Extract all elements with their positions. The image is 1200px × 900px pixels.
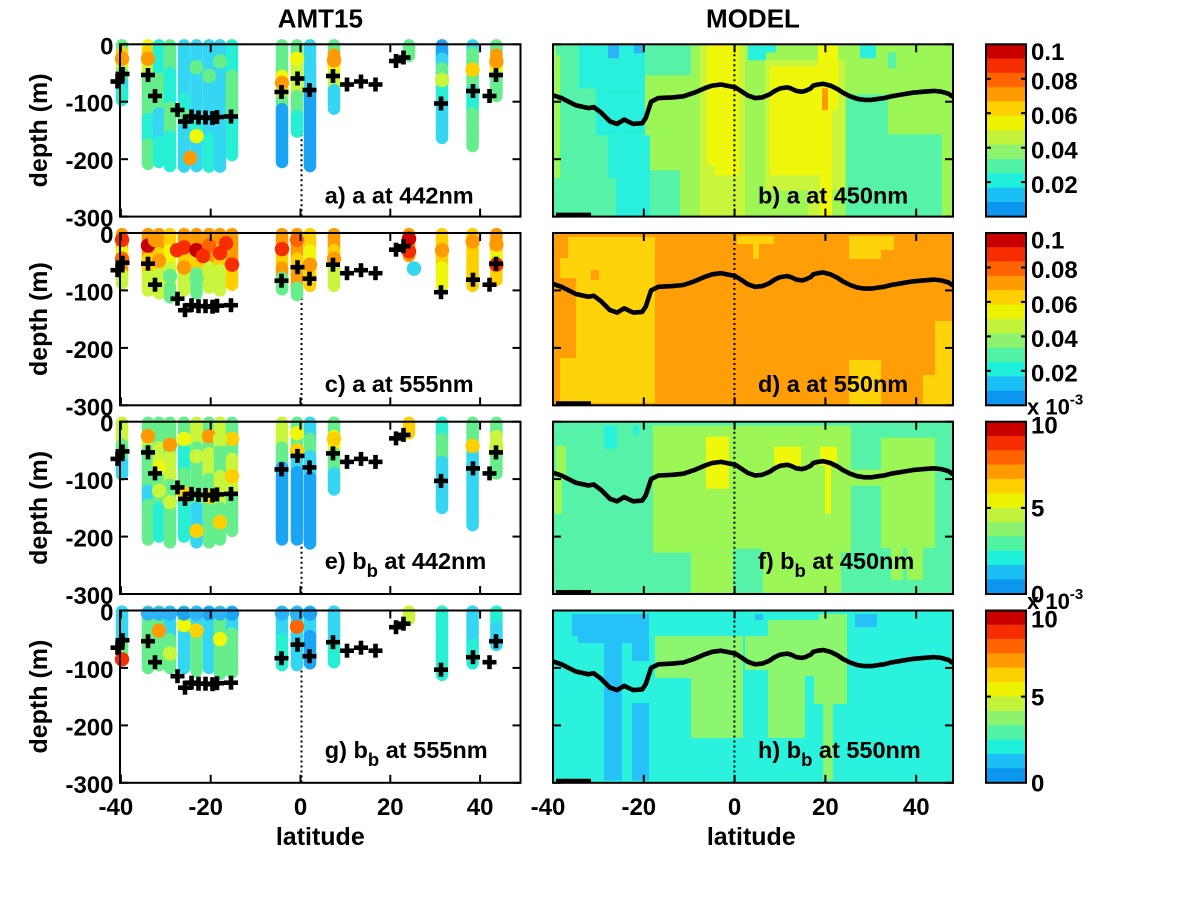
svg-text:40: 40 [467,794,494,821]
svg-text:0: 0 [1031,771,1044,798]
svg-text:depth (m): depth (m) [25,262,53,376]
svg-text:depth (m): depth (m) [25,451,53,565]
svg-text:depth (m): depth (m) [25,73,53,187]
svg-text:0: 0 [100,600,113,627]
svg-text:0: 0 [100,33,113,60]
svg-text:-300: -300 [65,772,113,799]
svg-text:-100: -100 [65,91,113,118]
svg-text:5: 5 [1031,496,1044,523]
svg-text:0.1: 0.1 [1031,39,1064,66]
svg-text:AMT15: AMT15 [278,4,363,34]
svg-text:0: 0 [100,411,113,438]
svg-text:-20: -20 [188,794,223,821]
svg-text:0.08: 0.08 [1031,257,1078,284]
svg-text:0: 0 [294,794,307,821]
svg-text:c) a at 555nm: c) a at 555nm [325,371,474,397]
svg-text:0: 0 [100,222,113,249]
svg-text:-200: -200 [65,148,113,175]
svg-text:-40: -40 [531,794,566,821]
svg-text:-200: -200 [65,714,113,741]
svg-text:0: 0 [728,794,741,821]
svg-text:depth (m): depth (m) [25,640,53,754]
svg-text:10: 10 [1031,607,1058,634]
svg-text:-200: -200 [65,526,113,553]
svg-text:-100: -100 [65,468,113,495]
svg-text:d) a at 550nm: d) a at 550nm [758,371,908,397]
svg-text:-20: -20 [621,794,656,821]
svg-text:40: 40 [903,794,930,821]
svg-text:-300: -300 [65,206,113,233]
svg-text:20: 20 [377,794,404,821]
svg-text:0.04: 0.04 [1031,326,1078,353]
svg-text:0.08: 0.08 [1031,68,1078,95]
svg-text:5: 5 [1031,684,1044,711]
svg-text:-200: -200 [65,337,113,364]
svg-text:-100: -100 [65,279,113,306]
svg-text:latitude: latitude [707,823,796,851]
svg-text:-40: -40 [99,794,134,821]
svg-text:-300: -300 [65,394,113,421]
svg-text:0.02: 0.02 [1031,361,1078,388]
svg-text:-100: -100 [65,657,113,684]
svg-text:0: 0 [1031,582,1044,609]
svg-text:-300: -300 [65,583,113,610]
svg-text:a) a at 442nm: a) a at 442nm [325,182,474,208]
svg-text:20: 20 [812,794,839,821]
svg-text:10: 10 [1031,412,1058,439]
svg-text:0.06: 0.06 [1031,292,1078,319]
svg-text:latitude: latitude [276,823,365,851]
svg-text:0.06: 0.06 [1031,103,1078,130]
svg-text:MODEL: MODEL [706,4,800,34]
svg-text:0.1: 0.1 [1031,228,1064,255]
svg-text:b) a at 450nm: b) a at 450nm [758,182,908,208]
svg-text:0.04: 0.04 [1031,137,1078,164]
svg-text:0.02: 0.02 [1031,172,1078,199]
